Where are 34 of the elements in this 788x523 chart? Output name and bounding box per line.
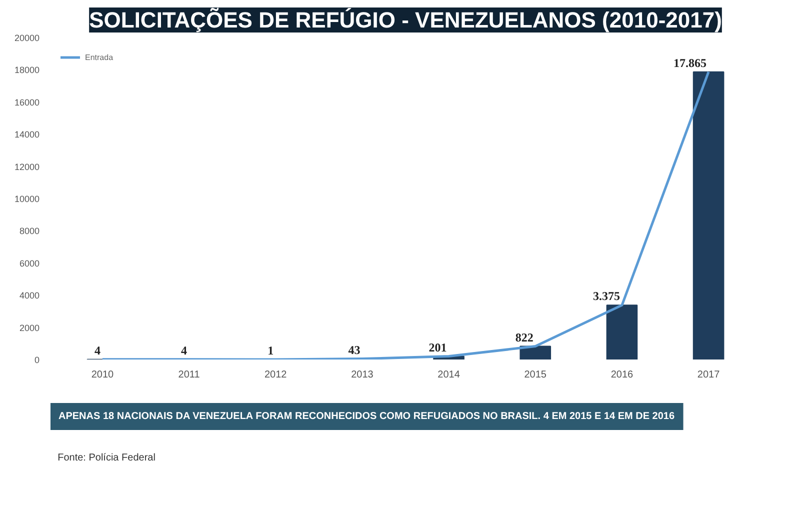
data-label: 4 xyxy=(181,343,188,358)
bar xyxy=(606,304,638,360)
y-tick-label: 4000 xyxy=(19,290,40,301)
y-tick-label: 16000 xyxy=(14,97,40,108)
y-tick-label: 2000 xyxy=(19,322,40,333)
y-tick-label: 14000 xyxy=(14,130,40,140)
data-label: 822 xyxy=(515,330,534,344)
data-label: 17.865 xyxy=(674,56,707,70)
x-tick-label: 2010 xyxy=(91,370,114,380)
x-tick-label: 2013 xyxy=(351,370,374,380)
chart-title: SOLICITAÇÕES DE REFÚGIO - VENEZUELANOS (2010-2017) xyxy=(89,8,722,32)
text: APENAS 18 NACIONAIS DA VENEZUELA FORAM RECONHECIDOS COMO REFUGIADOS NO BRASIL. 4 EM 2015 E 14 EM DE 2016 xyxy=(58,411,675,422)
x-tick-label: 2016 xyxy=(610,370,634,380)
x-tick-label: 2017 xyxy=(697,370,720,380)
x-tick-label: 2014 xyxy=(438,370,460,380)
y-tick-label: 18000 xyxy=(14,65,40,76)
data-label: 43 xyxy=(348,342,360,357)
legend-label: Entrada xyxy=(85,52,114,62)
x-tick-label: 2011 xyxy=(178,370,200,380)
y-tick-label: 8000 xyxy=(19,226,40,236)
data-label: 3.375 xyxy=(592,289,620,304)
bar xyxy=(520,346,552,360)
data-label: 1 xyxy=(268,343,274,358)
y-tick-label: 0 xyxy=(34,355,40,365)
bar xyxy=(692,71,724,360)
y-tick-label: 6000 xyxy=(19,258,40,268)
y-tick-label: 10000 xyxy=(14,194,40,204)
data-label: 201 xyxy=(428,340,447,354)
y-tick-label: 12000 xyxy=(14,162,40,172)
data-label: 4 xyxy=(94,343,100,358)
y-tick-label: 20000 xyxy=(14,33,40,43)
x-tick-label: 2015 xyxy=(524,370,547,380)
x-tick-label: 2012 xyxy=(264,370,288,380)
source-note: Fonte: Polícia Federal xyxy=(58,452,156,464)
